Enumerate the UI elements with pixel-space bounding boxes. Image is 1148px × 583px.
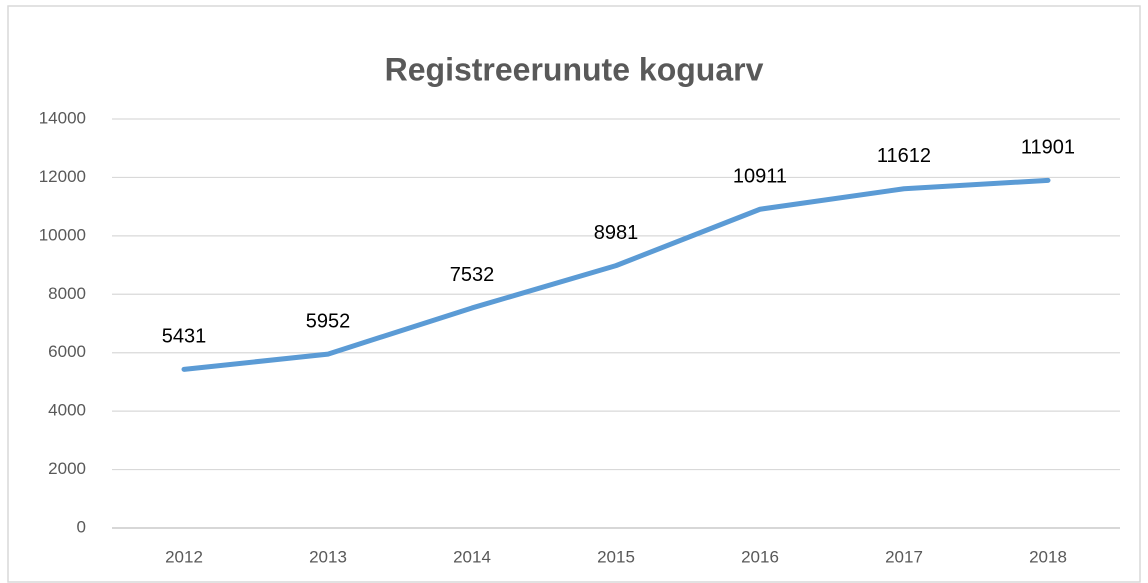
data-label: 8981: [594, 222, 639, 244]
y-tick-label: 8000: [48, 284, 86, 303]
x-tick-label: 2016: [741, 547, 779, 566]
y-tick-label: 10000: [39, 225, 86, 244]
y-tick-label: 0: [77, 517, 86, 536]
x-tick-label: 2014: [453, 547, 491, 566]
chart-title: Registreerunute koguarv: [385, 51, 764, 87]
x-tick-label: 2017: [885, 547, 923, 566]
y-tick-label: 4000: [48, 401, 86, 420]
data-line: [181, 177, 1051, 372]
data-label: 7532: [450, 264, 495, 286]
data-label: 5431: [162, 326, 207, 348]
y-tick-label: 12000: [39, 167, 86, 186]
y-tick-label: 2000: [48, 459, 86, 478]
x-tick-label: 2015: [597, 547, 635, 566]
x-tick-label: 2013: [309, 547, 347, 566]
data-label: 5952: [306, 310, 351, 332]
x-tick-label: 2018: [1029, 547, 1067, 566]
x-tick-label: 2012: [165, 547, 203, 566]
data-label: 11612: [877, 145, 931, 167]
data-label: 11901: [1021, 137, 1075, 159]
y-tick-label: 14000: [39, 108, 86, 127]
data-label: 10911: [733, 166, 787, 188]
y-tick-label: 6000: [48, 342, 86, 361]
